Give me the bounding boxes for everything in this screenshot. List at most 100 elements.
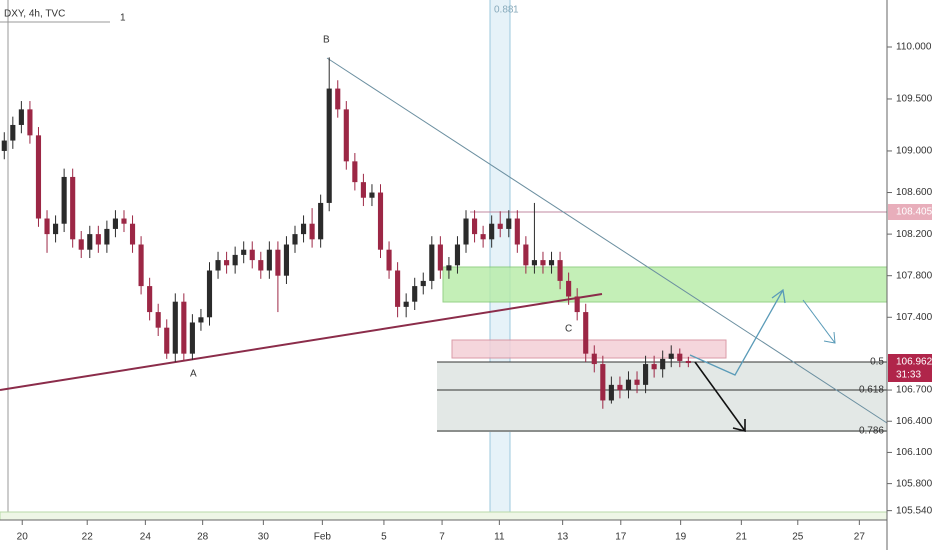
candle-body [53,223,59,235]
fib-label: 0.5 [870,357,884,368]
candle-body [18,109,24,125]
candle-body [591,353,597,365]
annotation: 1 [120,13,126,24]
wave-label: A [190,369,197,380]
candle-body [403,301,409,307]
x-tick-label: 21 [736,532,748,543]
candle-body [215,260,221,271]
candle-body [155,312,161,328]
candle-body [600,364,606,401]
candle-body [258,260,264,271]
candle-body [548,260,555,266]
candle-body [677,353,683,361]
candle-body [369,192,375,198]
candle-body [540,260,546,266]
price-tag-label: 108.405 [896,207,932,218]
candle-body [95,234,101,245]
fib-label: 0.618 [859,385,884,396]
candle-body [189,322,195,354]
trend-line [326,57,888,424]
wave-label: B [323,35,330,46]
x-tick-label: 11 [494,532,505,543]
candle-body [429,244,435,281]
candle-body [78,239,84,250]
x-tick-label: Feb [314,532,332,543]
candle-body [70,176,76,240]
candle-body [617,384,623,391]
y-tick-label: 109.000 [896,146,932,157]
candle-body [386,249,392,271]
candle-body [318,202,324,240]
candle-body [138,244,144,287]
candle-body [566,280,572,297]
y-tick-label: 107.400 [896,312,932,323]
candle-body [198,317,204,323]
countdown: 31:33 [896,370,921,381]
plot [1,57,691,409]
wave-label: C [565,324,572,335]
candle-body [651,364,657,370]
fib-label: 0.786 [859,426,884,437]
candle-body [224,260,230,266]
arrow-path [694,361,746,432]
arrow-head [771,288,786,304]
demand-zone [442,266,888,303]
x-tick-label: 27 [854,532,866,543]
y-tick-label: 106.100 [896,447,932,458]
x-tick-label: 25 [792,532,804,543]
arrow-head [732,419,746,433]
candle-body [27,109,33,136]
y-tick-label: 105.800 [896,478,932,489]
candle-body [360,182,366,198]
candle-body [472,218,478,235]
candle-body [446,265,452,271]
candle-body [61,176,67,224]
y-tick-label: 108.600 [896,187,932,198]
candle-body [531,260,537,266]
candle-body [249,249,255,261]
candle-body [668,353,674,359]
trend-line [0,293,603,391]
candle-body [44,218,50,235]
candle-body [634,379,640,385]
candle-body [454,244,461,266]
candle-body [172,301,178,354]
candle-body [583,312,589,354]
candle-body [112,218,118,229]
candle-body [275,249,281,276]
candle-body [437,244,443,271]
x-tick-label: 17 [615,532,627,543]
candle-body [660,358,666,370]
candle-body [309,223,315,240]
candle-body [685,360,691,364]
candle-body [232,254,238,266]
candle-body [506,218,512,229]
x-tick-label: 24 [140,532,152,543]
candle-body [480,234,486,240]
candle-body [557,260,563,281]
candle-body [266,249,272,271]
candle-body [523,244,529,266]
candle-body [352,161,358,183]
candle-body [1,140,7,151]
x-tick-label: 7 [439,532,445,543]
candle-body [164,327,170,354]
candle-body [241,249,247,255]
bottom-band [0,511,888,521]
candle-body [514,218,520,245]
candle-body [181,301,187,354]
candle-body [87,234,93,250]
x-tick-label: 5 [381,532,387,543]
candle-body [377,192,384,250]
x-tick-label: 22 [82,532,94,543]
candle-body [643,364,649,385]
x-tick-label: 19 [675,532,687,543]
candle-body [326,88,332,203]
candle-body [129,223,136,245]
arrow-head [823,331,836,344]
y-tick-label: 106.700 [896,385,932,396]
x-tick-label: 20 [17,532,29,543]
y-tick-label: 110.000 [896,42,932,53]
candle-body [420,280,426,287]
